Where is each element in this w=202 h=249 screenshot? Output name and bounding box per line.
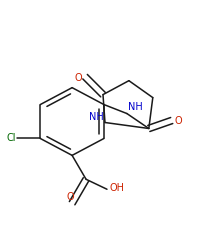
Text: OH: OH	[109, 183, 124, 193]
Text: O: O	[67, 192, 74, 202]
Text: O: O	[174, 116, 182, 125]
Text: Cl: Cl	[6, 133, 16, 143]
Text: NH: NH	[89, 112, 104, 122]
Text: O: O	[75, 73, 82, 83]
Text: NH: NH	[128, 102, 143, 112]
